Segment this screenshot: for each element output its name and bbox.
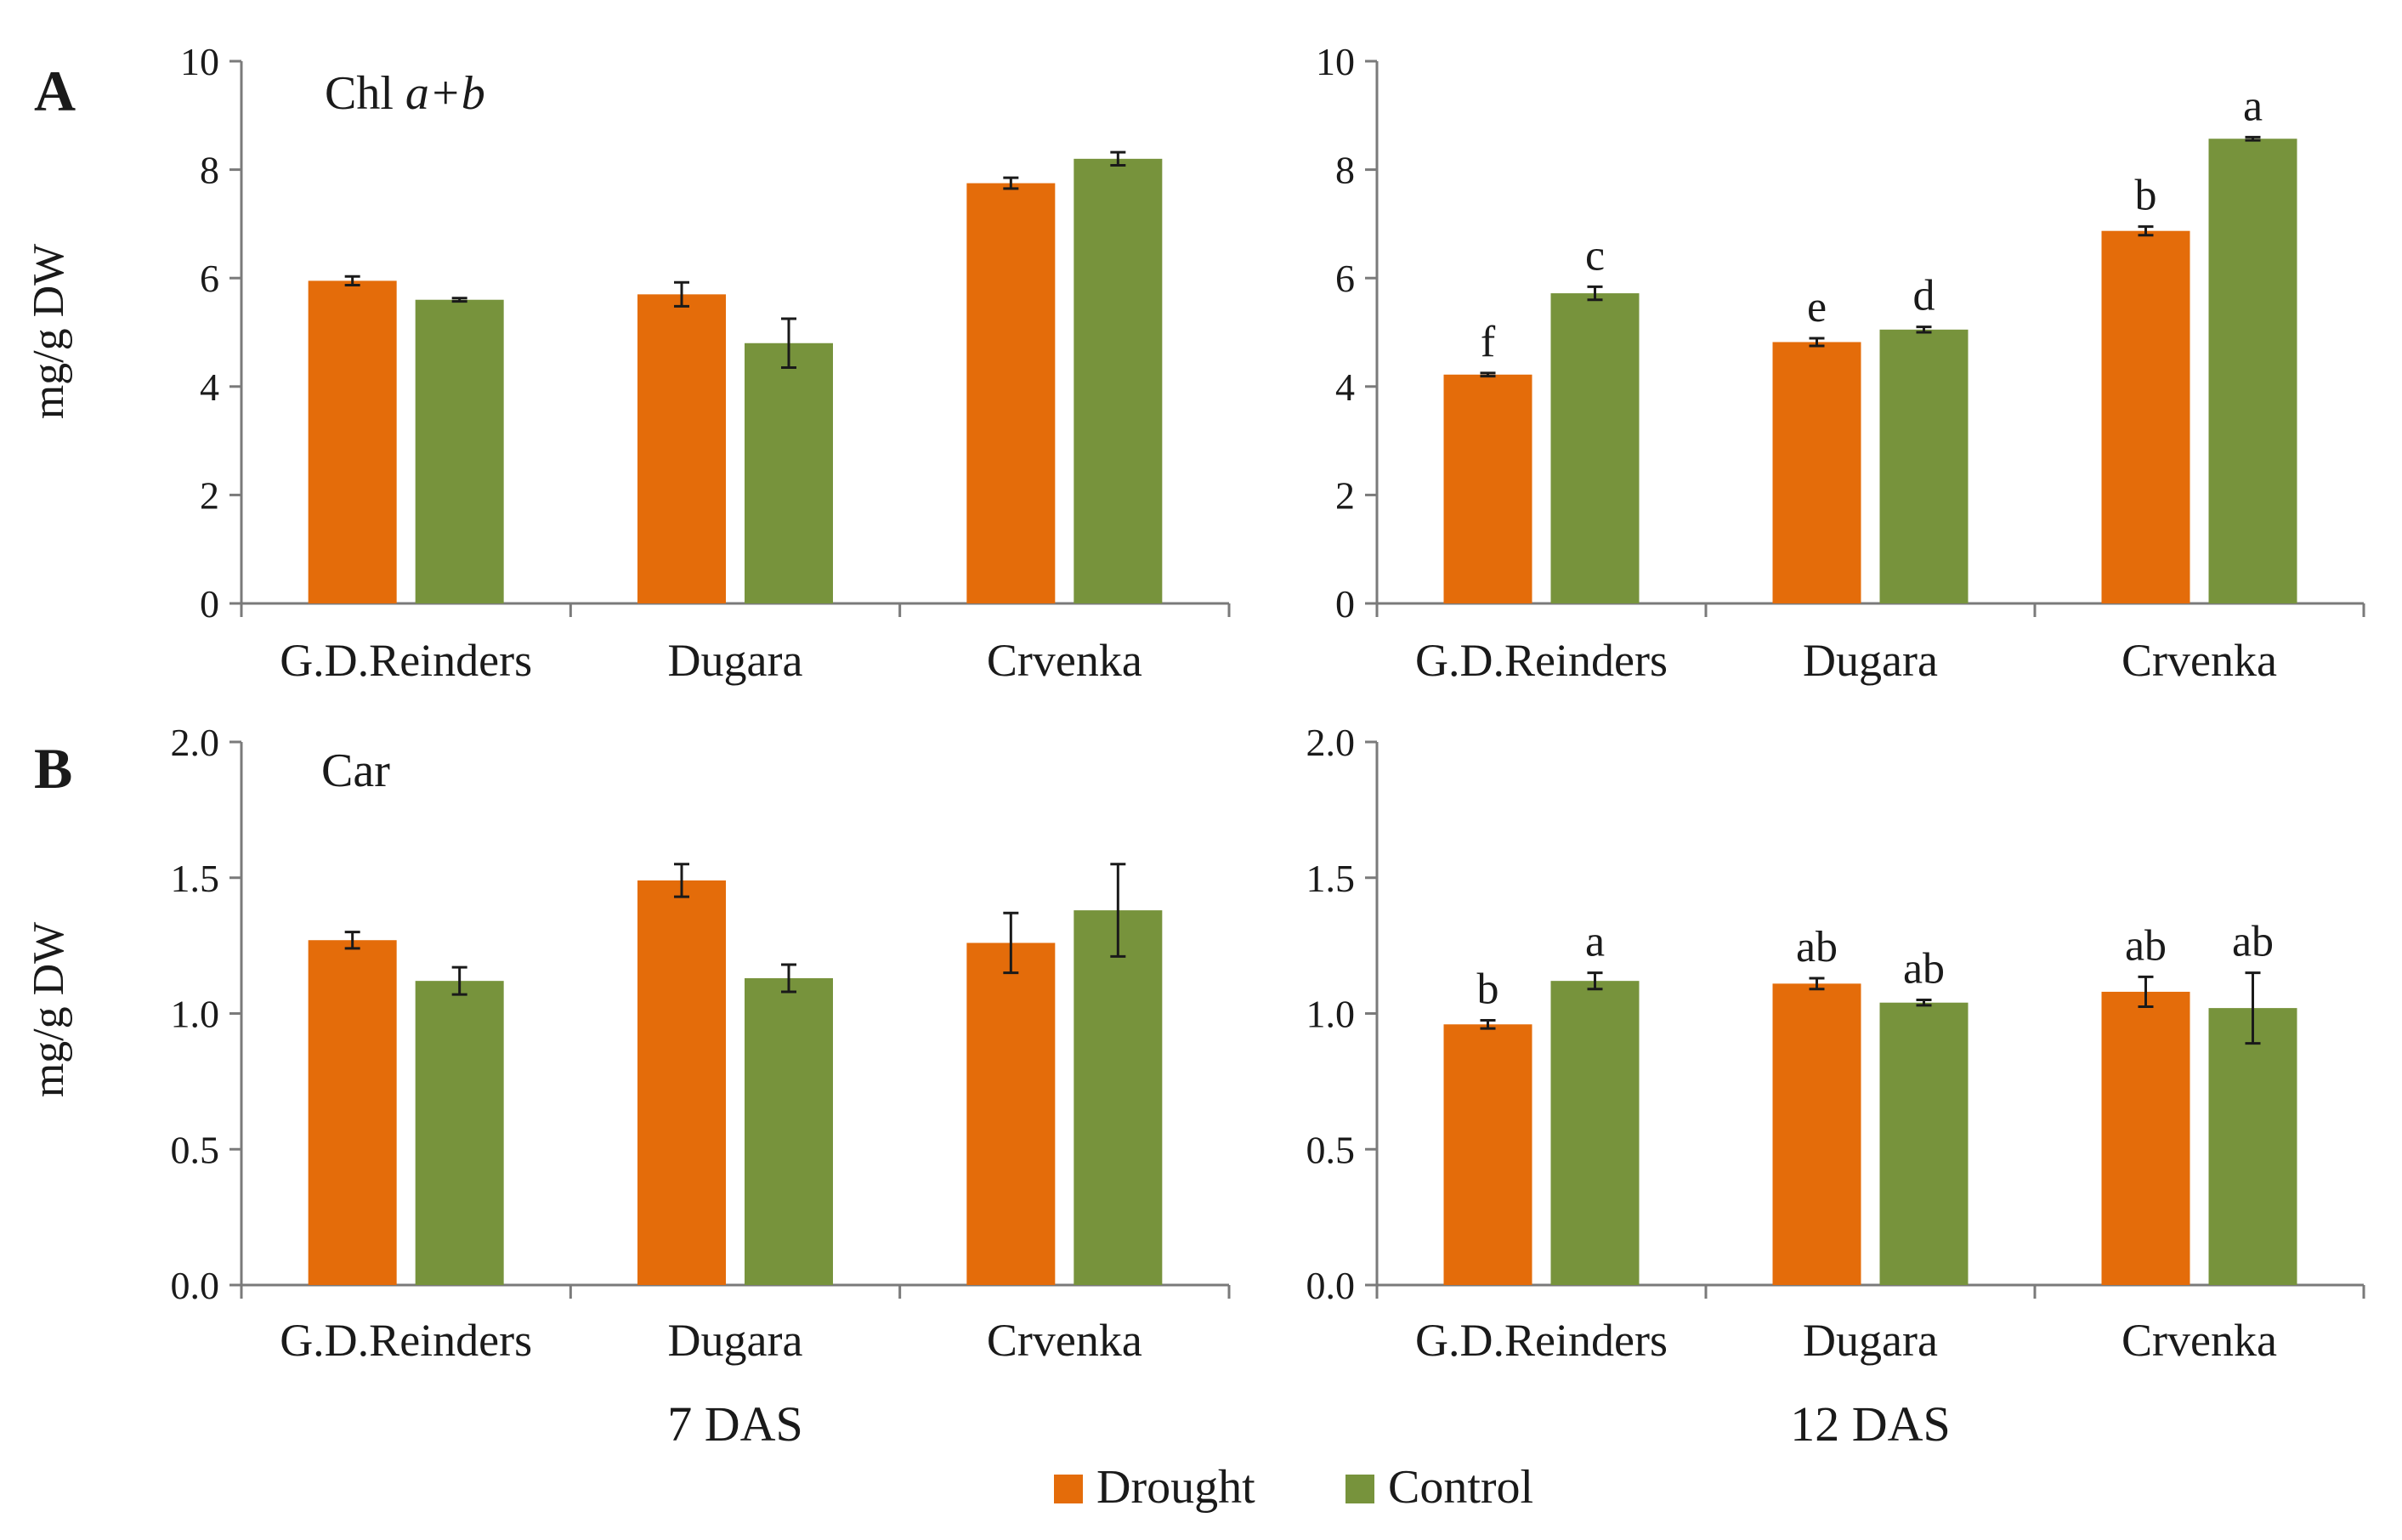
- panel-title: Car: [321, 745, 390, 797]
- chart-panel-A-7DAS: 0 2 4 6 8 10 G.D.Reinders Dugara Crvenka A Chl a+b…: [25, 40, 1231, 686]
- y-tick-label: 10: [180, 40, 219, 83]
- significance-letter: b: [1477, 965, 1499, 1013]
- y-tick-label: 0: [1335, 582, 1355, 626]
- legend-swatch-control: [1345, 1475, 1374, 1503]
- significance-letter: f: [1481, 318, 1496, 366]
- significance-letter: a: [2243, 82, 2263, 130]
- x-category-label: G.D.Reinders: [1415, 635, 1668, 686]
- chart-panel-B-12DAS: 0.0 0.5 1.0 1.5 2.0 b a G.D.Reinders ab ab Dugara a…: [1306, 721, 2365, 1366]
- bar-control-crvenka: [2208, 1008, 2297, 1285]
- y-tick-label: 0: [200, 582, 219, 626]
- x-category-label: Dugara: [668, 635, 803, 686]
- bar-control-crvenka: [2208, 139, 2297, 603]
- x-category-label: G.D.Reinders: [280, 635, 532, 686]
- y-tick-label: 1.0: [171, 993, 220, 1036]
- bar-control-gdreinders: [1550, 293, 1640, 603]
- significance-letter: e: [1807, 283, 1827, 331]
- panel-letter: B: [34, 736, 72, 801]
- significance-letter: ab: [1903, 945, 1945, 994]
- y-tick-label: 10: [1316, 40, 1355, 83]
- y-tick-label: 4: [1335, 365, 1355, 409]
- panel-letter: A: [34, 59, 76, 123]
- bar-drought-gdreinders: [1443, 1024, 1532, 1285]
- significance-letter: c: [1585, 231, 1605, 280]
- y-tick-label: 4: [200, 365, 219, 409]
- x-category-label: Crvenka: [987, 635, 1142, 686]
- y-tick-label: 2.0: [171, 721, 220, 764]
- y-tick-label: 0.5: [1306, 1128, 1356, 1171]
- bar-drought-crvenka: [966, 183, 1056, 604]
- chart-panel-B-7DAS: 0.0 0.5 1.0 1.5 2.0 G.D.Reinders Dugara Crvenka…: [25, 721, 1231, 1366]
- x-category-label: Crvenka: [2122, 1315, 2277, 1366]
- y-tick-label: 8: [200, 149, 219, 192]
- significance-letter: ab: [1796, 923, 1838, 971]
- x-category-label: Crvenka: [2122, 635, 2277, 686]
- x-category-label: G.D.Reinders: [1415, 1315, 1668, 1366]
- significance-letter: d: [1913, 272, 1935, 320]
- y-tick-label: 0.0: [171, 1264, 220, 1307]
- bar-control-dugara: [1879, 1002, 1969, 1285]
- y-tick-label: 6: [200, 257, 219, 300]
- bar-drought-crvenka: [2101, 991, 2190, 1285]
- bar-drought-dugara: [1772, 342, 1861, 603]
- legend: Drought Control: [1054, 1461, 1533, 1514]
- x-group-label: 7 DAS: [667, 1396, 803, 1452]
- y-tick-label: 2: [200, 473, 219, 517]
- bar-drought-crvenka: [2101, 230, 2190, 603]
- bar-drought-gdreinders: [308, 940, 397, 1285]
- bar-control-gdreinders: [415, 299, 504, 603]
- bar-control-crvenka: [1074, 910, 1163, 1285]
- y-tick-label: 8: [1335, 149, 1355, 192]
- x-category-label: Dugara: [1803, 635, 1938, 686]
- y-axis-label: mg/g DW: [25, 922, 73, 1098]
- legend-swatch-drought: [1054, 1475, 1083, 1503]
- bar-drought-crvenka: [966, 943, 1056, 1285]
- y-tick-label: 0.0: [1306, 1264, 1356, 1307]
- y-tick-label: 6: [1335, 257, 1355, 300]
- y-axis-label: mg/g DW: [25, 244, 73, 420]
- bar-control-dugara: [745, 343, 833, 603]
- bar-control-crvenka: [1074, 158, 1163, 604]
- x-category-label: Dugara: [1803, 1315, 1938, 1366]
- significance-letter: ab: [2125, 921, 2167, 970]
- y-tick-label: 1.5: [1306, 857, 1356, 900]
- x-category-label: Crvenka: [987, 1315, 1142, 1366]
- significance-letter: ab: [2232, 918, 2274, 966]
- chart-panel-A-12DAS: 0 2 4 6 8 10 f c G.D.Reinders e d Dugara b a Crvenka: [1316, 40, 2365, 686]
- x-category-label: Dugara: [668, 1315, 803, 1366]
- legend-label-drought: Drought: [1096, 1461, 1255, 1514]
- legend-label-control: Control: [1388, 1461, 1533, 1514]
- y-tick-label: 1.0: [1306, 993, 1356, 1036]
- y-tick-label: 2: [1335, 473, 1355, 517]
- bar-control-gdreinders: [415, 981, 504, 1285]
- y-tick-label: 0.5: [171, 1128, 220, 1171]
- bar-drought-dugara: [637, 294, 726, 603]
- significance-letter: a: [1585, 918, 1605, 966]
- significance-letter: b: [2135, 172, 2157, 220]
- bar-drought-dugara: [637, 880, 726, 1285]
- panel-title: Chl a+b: [325, 67, 485, 120]
- bar-control-dugara: [745, 977, 833, 1285]
- y-tick-label: 1.5: [171, 857, 220, 900]
- bar-drought-gdreinders: [1443, 374, 1532, 603]
- bar-drought-gdreinders: [308, 280, 397, 603]
- x-group-label: 12 DAS: [1790, 1396, 1951, 1452]
- x-category-label: G.D.Reinders: [280, 1315, 532, 1366]
- bar-control-gdreinders: [1550, 981, 1640, 1285]
- bar-control-dugara: [1879, 329, 1969, 603]
- y-tick-label: 2.0: [1306, 721, 1356, 764]
- bar-drought-dugara: [1772, 983, 1861, 1285]
